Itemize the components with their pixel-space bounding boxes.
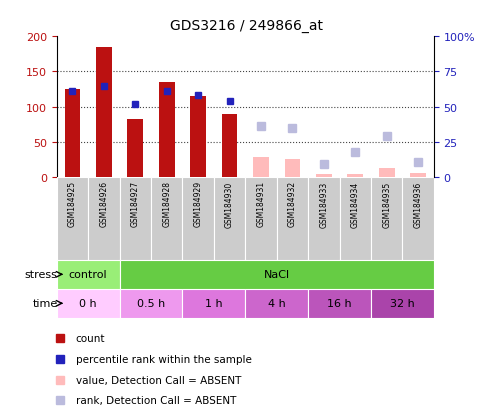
Text: 0 h: 0 h <box>79 299 97 309</box>
Text: 32 h: 32 h <box>390 299 415 309</box>
Text: percentile rank within the sample: percentile rank within the sample <box>75 354 251 364</box>
Bar <box>182 178 214 260</box>
Text: GSM184927: GSM184927 <box>131 181 140 227</box>
Bar <box>245 178 277 260</box>
Text: count: count <box>75 333 105 343</box>
Bar <box>159 83 175 178</box>
Bar <box>340 178 371 260</box>
Bar <box>57 289 119 318</box>
Bar <box>245 289 308 318</box>
Text: 0.5 h: 0.5 h <box>137 299 165 309</box>
Text: time: time <box>33 299 58 309</box>
Text: stress: stress <box>25 270 58 280</box>
Text: 4 h: 4 h <box>268 299 285 309</box>
Text: GSM184931: GSM184931 <box>256 181 266 227</box>
Bar <box>371 178 402 260</box>
Bar <box>410 173 426 178</box>
Bar <box>127 120 143 178</box>
Bar <box>119 289 182 318</box>
Bar <box>151 178 182 260</box>
Bar <box>371 289 434 318</box>
Bar <box>402 178 434 260</box>
Bar <box>57 178 88 260</box>
Text: 1 h: 1 h <box>205 299 223 309</box>
Text: NaCl: NaCl <box>264 270 290 280</box>
Text: GSM184933: GSM184933 <box>319 181 328 227</box>
Text: GSM184934: GSM184934 <box>351 181 360 227</box>
Bar <box>57 260 119 289</box>
Text: GSM184928: GSM184928 <box>162 181 171 227</box>
Bar <box>96 47 112 178</box>
Bar <box>277 178 308 260</box>
Bar <box>222 114 238 178</box>
Bar <box>253 158 269 178</box>
Bar <box>182 289 245 318</box>
Text: GSM184935: GSM184935 <box>382 181 391 227</box>
Text: GDS3216 / 249866_at: GDS3216 / 249866_at <box>170 19 323 33</box>
Bar <box>308 289 371 318</box>
Text: GSM184936: GSM184936 <box>414 181 423 227</box>
Bar <box>348 174 363 178</box>
Bar <box>379 169 394 178</box>
Text: control: control <box>69 270 107 280</box>
Bar <box>214 178 246 260</box>
Bar <box>316 174 332 178</box>
Text: rank, Detection Call = ABSENT: rank, Detection Call = ABSENT <box>75 395 236 405</box>
Text: GSM184925: GSM184925 <box>68 181 77 227</box>
Text: GSM184932: GSM184932 <box>288 181 297 227</box>
Text: value, Detection Call = ABSENT: value, Detection Call = ABSENT <box>75 375 241 385</box>
Bar <box>119 260 434 289</box>
Bar <box>119 178 151 260</box>
Bar <box>284 159 300 178</box>
Text: GSM184930: GSM184930 <box>225 181 234 227</box>
Bar <box>65 90 80 178</box>
Text: 16 h: 16 h <box>327 299 352 309</box>
Bar <box>88 178 119 260</box>
Bar <box>190 97 206 178</box>
Text: GSM184929: GSM184929 <box>194 181 203 227</box>
Text: GSM184926: GSM184926 <box>99 181 108 227</box>
Bar <box>308 178 340 260</box>
